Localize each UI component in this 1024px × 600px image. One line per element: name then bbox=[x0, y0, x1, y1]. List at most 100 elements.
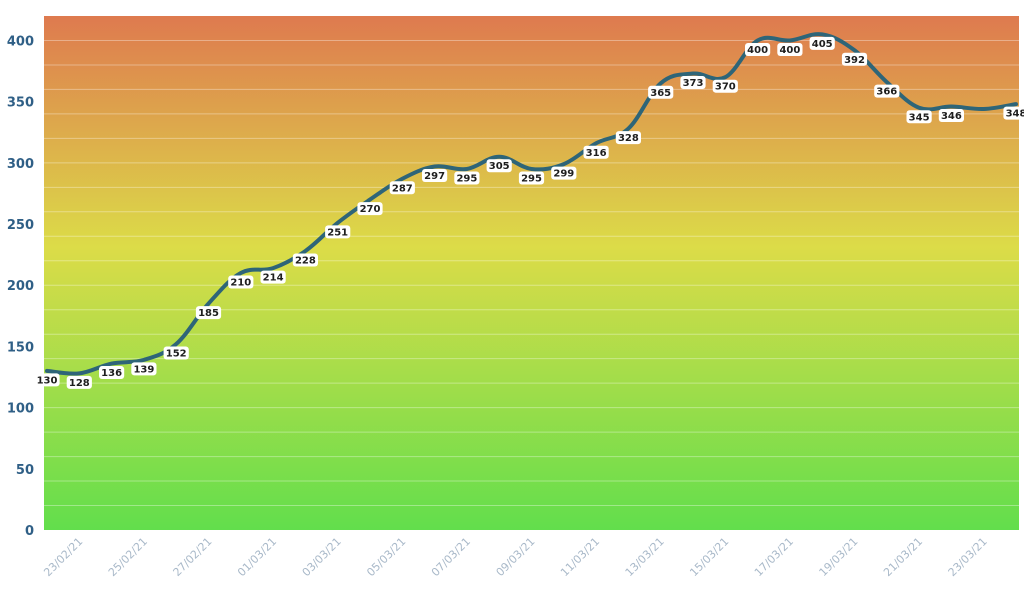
data-label-text: 345 bbox=[909, 112, 930, 123]
data-label: 299 bbox=[551, 166, 577, 180]
data-label: 287 bbox=[389, 181, 415, 195]
data-label: 128 bbox=[66, 375, 92, 389]
data-label-box bbox=[389, 181, 415, 195]
x-tick-label: 17/03/21 bbox=[752, 535, 796, 579]
data-label-box bbox=[34, 373, 60, 387]
data-label-text: 251 bbox=[327, 227, 348, 238]
data-label-text: 136 bbox=[101, 368, 122, 379]
data-label: 370 bbox=[712, 79, 738, 93]
data-label: 305 bbox=[486, 159, 512, 173]
data-label-box bbox=[228, 275, 254, 289]
data-label-box bbox=[518, 171, 545, 185]
data-label-text: 365 bbox=[650, 88, 671, 99]
data-label-box bbox=[745, 42, 771, 56]
data-label-box bbox=[841, 52, 868, 66]
y-axis: 0 50 100 150 200 250 300 350 400 bbox=[7, 34, 34, 539]
data-label-box bbox=[454, 171, 480, 185]
grid-lines bbox=[44, 39, 1019, 507]
y-tick-label: 100 bbox=[7, 402, 34, 417]
data-label: 345 bbox=[906, 110, 932, 124]
data-label-box bbox=[131, 362, 157, 376]
data-label-box bbox=[583, 145, 609, 159]
x-tick-label: 27/02/21 bbox=[170, 535, 214, 579]
data-label: 366 bbox=[874, 84, 900, 98]
data-label-text: 346 bbox=[941, 111, 962, 122]
data-label-box bbox=[712, 79, 738, 93]
data-label: 270 bbox=[357, 202, 383, 216]
data-label: 392 bbox=[841, 52, 868, 66]
data-label: 400 bbox=[745, 42, 771, 56]
data-label-box bbox=[1003, 106, 1024, 120]
data-label-text: 373 bbox=[683, 78, 704, 89]
data-label-text: 228 bbox=[295, 255, 316, 266]
data-label: 139 bbox=[131, 362, 157, 376]
data-label-box bbox=[66, 375, 92, 389]
data-label-text: 299 bbox=[553, 169, 574, 180]
y-tick-label: 250 bbox=[7, 218, 34, 233]
data-label: 185 bbox=[195, 306, 222, 320]
data-label: 297 bbox=[422, 169, 448, 183]
data-label-box bbox=[486, 159, 512, 173]
x-tick-label: 11/03/21 bbox=[558, 535, 602, 579]
data-label-text: 400 bbox=[747, 45, 768, 56]
data-label: 295 bbox=[518, 171, 545, 185]
data-label-box bbox=[777, 42, 803, 56]
y-tick-label: 350 bbox=[7, 96, 34, 111]
data-label-box bbox=[163, 346, 189, 360]
data-label-text: 210 bbox=[230, 278, 251, 289]
data-label-text: 128 bbox=[69, 378, 90, 389]
y-tick-label: 300 bbox=[7, 157, 34, 172]
x-tick-label: 13/03/21 bbox=[623, 535, 667, 579]
data-label-text: 370 bbox=[715, 82, 736, 93]
data-label-text: 348 bbox=[1006, 109, 1024, 120]
data-label: 405 bbox=[809, 36, 835, 50]
data-label: 400 bbox=[777, 42, 803, 56]
data-label-text: 366 bbox=[876, 87, 897, 98]
data-label: 130 bbox=[34, 373, 60, 387]
x-tick-label: 03/03/21 bbox=[300, 535, 344, 579]
data-label-box bbox=[938, 109, 964, 123]
x-tick-label: 15/03/21 bbox=[687, 535, 731, 579]
data-label-box bbox=[422, 169, 448, 183]
x-tick-label: 25/02/21 bbox=[106, 535, 150, 579]
data-label-box bbox=[260, 270, 286, 284]
data-label: 295 bbox=[454, 171, 480, 185]
data-label: 346 bbox=[938, 109, 964, 123]
x-tick-label: 23/03/21 bbox=[946, 535, 990, 579]
data-label-text: 405 bbox=[812, 39, 833, 50]
x-tick-label: 07/03/21 bbox=[429, 535, 473, 579]
data-label-box bbox=[325, 225, 351, 239]
data-label: 210 bbox=[228, 275, 254, 289]
data-label-box bbox=[809, 36, 835, 50]
x-tick-label: 05/03/21 bbox=[364, 535, 408, 579]
data-label-box bbox=[874, 84, 900, 98]
y-tick-label: 400 bbox=[7, 34, 34, 49]
data-label-text: 328 bbox=[618, 133, 639, 144]
data-label-text: 295 bbox=[521, 173, 542, 184]
data-label-box bbox=[648, 85, 674, 99]
data-label-box bbox=[906, 110, 932, 124]
data-label: 373 bbox=[680, 76, 706, 90]
data-label: 348 bbox=[1003, 106, 1024, 120]
data-label: 251 bbox=[325, 225, 351, 239]
data-label-text: 152 bbox=[166, 348, 187, 359]
data-label-box bbox=[615, 131, 641, 145]
data-label-box bbox=[99, 366, 125, 380]
data-label: 316 bbox=[583, 145, 609, 159]
data-label-box bbox=[551, 166, 577, 180]
series-line bbox=[45, 32, 1018, 376]
data-label: 152 bbox=[163, 346, 189, 360]
data-label: 136 bbox=[99, 366, 125, 380]
y-tick-label: 0 bbox=[25, 524, 34, 539]
data-label: 228 bbox=[292, 253, 318, 267]
x-tick-label: 19/03/21 bbox=[816, 535, 860, 579]
data-label-text: 130 bbox=[37, 375, 58, 386]
plot-background bbox=[44, 16, 1019, 530]
data-label: 365 bbox=[648, 85, 674, 99]
y-tick-label: 150 bbox=[7, 340, 34, 355]
data-label-text: 305 bbox=[489, 161, 510, 172]
y-tick-label: 200 bbox=[7, 279, 34, 294]
data-label-box bbox=[680, 76, 706, 90]
x-tick-label: 21/03/21 bbox=[881, 535, 925, 579]
